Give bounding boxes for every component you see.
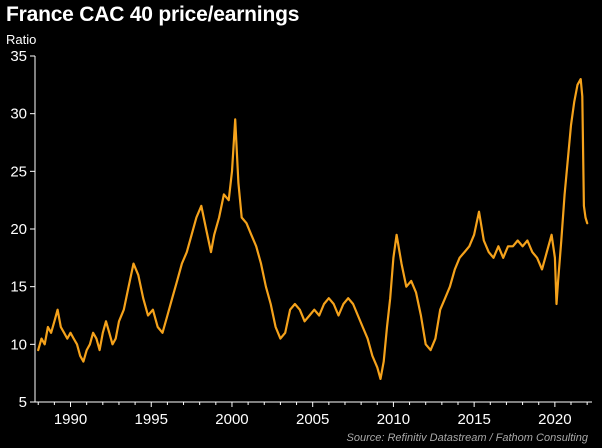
x-tick-label: 2000 <box>215 411 248 428</box>
y-tick-label: 30 <box>10 106 27 123</box>
x-tick-label: 2015 <box>457 411 490 428</box>
series-line-pe-ratio <box>37 77 589 380</box>
chart-source: Source: Refinitiv Datastream / Fathom Co… <box>346 432 589 444</box>
y-tick-label: 35 <box>10 48 27 65</box>
chart-title: France CAC 40 price/earnings <box>6 3 300 26</box>
y-tick-label: 5 <box>19 394 27 411</box>
x-tick-label: 1990 <box>54 411 87 428</box>
chart-subtitle: Ratio <box>6 32 37 47</box>
x-tick-label: 2005 <box>296 411 329 428</box>
x-tick-label: 2010 <box>377 411 410 428</box>
x-tick-label: 2020 <box>538 411 571 428</box>
y-tick-label: 10 <box>10 336 27 353</box>
y-tick-label: 15 <box>10 279 27 296</box>
y-tick-label: 25 <box>10 163 27 180</box>
y-tick-label: 20 <box>10 221 27 238</box>
x-tick-label: 1995 <box>135 411 168 428</box>
